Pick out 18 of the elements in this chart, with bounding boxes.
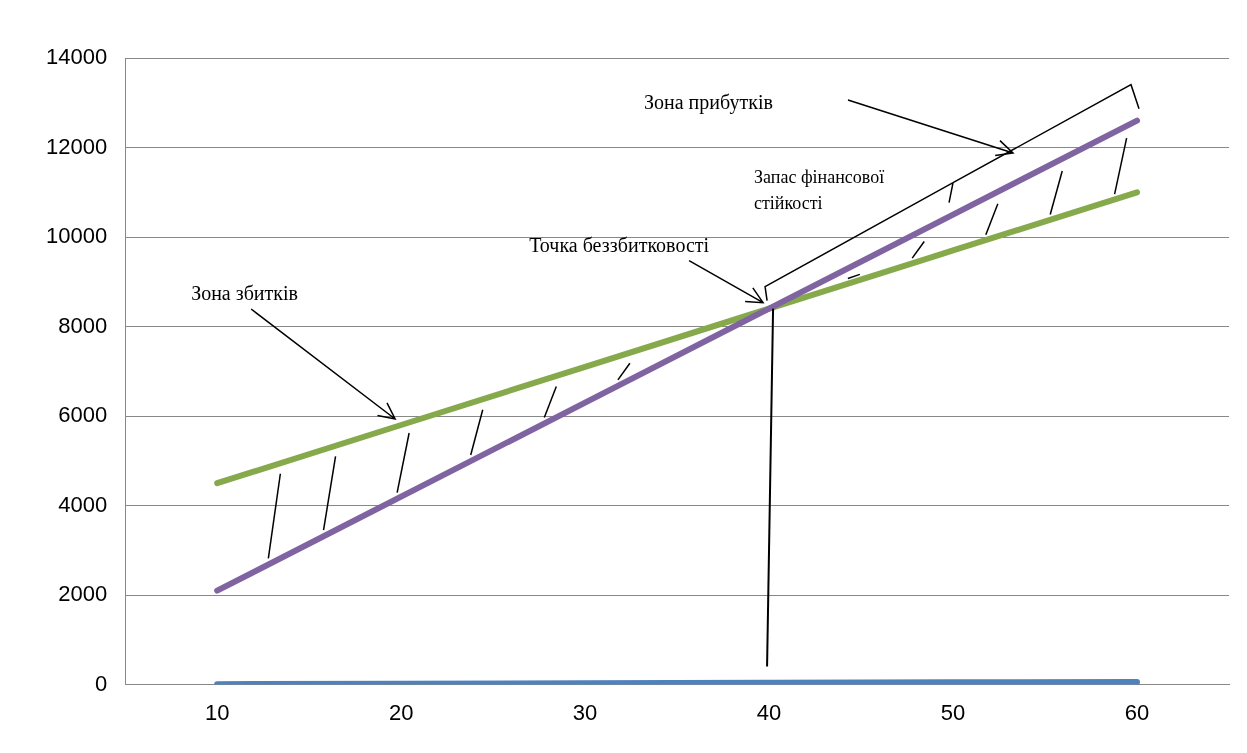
x-tick-label: 30 — [572, 699, 598, 725]
y-tick-label: 8000 — [58, 312, 108, 338]
y-tick-label: 12000 — [45, 133, 108, 159]
y-tick-label: 2000 — [58, 581, 108, 607]
y-tick-label: 10000 — [45, 223, 108, 249]
y-tick-label: 6000 — [58, 402, 108, 428]
y-tick-label: 14000 — [45, 44, 108, 70]
y-tick-label: 4000 — [58, 491, 108, 517]
annotation: Зона збитків — [191, 282, 298, 305]
x-tick-label: 10 — [204, 699, 230, 725]
annotation: Зона прибутків — [644, 91, 773, 115]
x-tick-label: 50 — [940, 699, 966, 725]
annotation: Точка беззбитковості — [529, 233, 710, 256]
x-tick-label: 40 — [756, 699, 782, 725]
x-tick-label: 20 — [388, 699, 414, 725]
x-tick-label: 60 — [1124, 699, 1150, 725]
y-tick-label: 0 — [94, 670, 108, 696]
annotation: Запас фінансової стійкості — [754, 166, 885, 213]
